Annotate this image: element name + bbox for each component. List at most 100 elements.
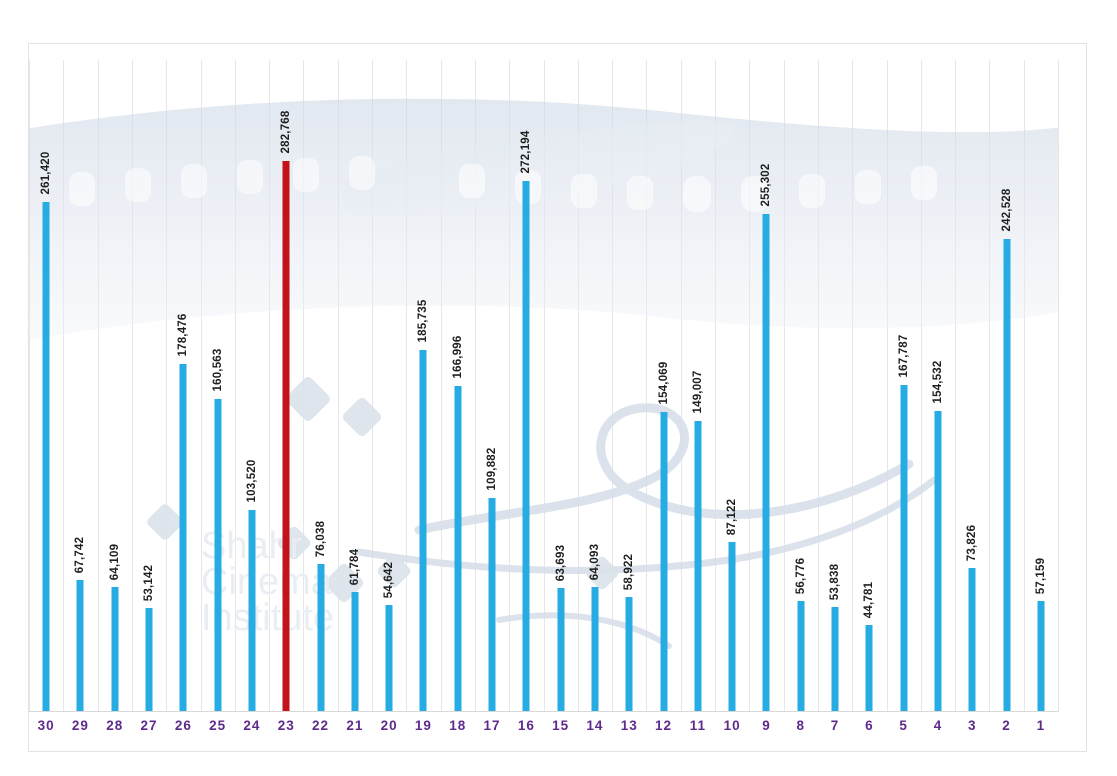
bar-value-label: 56,776	[794, 557, 807, 594]
bar-value-label: 64,109	[108, 543, 121, 580]
bar-slot[interactable]: 154,069	[646, 60, 680, 712]
bar-value-label: 76,038	[314, 520, 327, 557]
bar[interactable]	[900, 385, 908, 712]
bar-slot[interactable]: 167,787	[887, 60, 921, 712]
bar[interactable]	[111, 587, 119, 712]
bar-slot[interactable]: 53,838	[818, 60, 852, 712]
x-axis-tick-23: 23	[277, 718, 295, 733]
x-axis-tick-21: 21	[346, 718, 364, 733]
bar-value-label: 261,420	[40, 151, 53, 195]
x-axis-tick-13: 13	[620, 718, 638, 733]
bar[interactable]	[351, 592, 359, 712]
bar-slot[interactable]: 64,093	[578, 60, 612, 712]
bar-value-label: 166,996	[451, 335, 464, 379]
bar[interactable]	[694, 421, 702, 712]
bar-slot[interactable]: 73,826	[955, 60, 989, 712]
bar[interactable]	[1037, 601, 1045, 712]
bars-layer: 261,420 67,742 64,109 53,142 178,476 160,563 1…	[29, 60, 1058, 712]
x-axis-tick-30: 30	[37, 718, 55, 733]
x-axis-tick-12: 12	[655, 718, 673, 733]
bar-slot[interactable]: 103,520	[235, 60, 269, 712]
bar-slot[interactable]: 166,996	[441, 60, 475, 712]
bar[interactable]	[762, 214, 770, 712]
bar-slot[interactable]: 255,302	[749, 60, 783, 712]
bar-value-label: 167,787	[897, 334, 910, 378]
x-axis-tick-15: 15	[552, 718, 570, 733]
bar[interactable]	[968, 568, 976, 712]
x-axis-tick-4: 4	[933, 718, 943, 733]
bar[interactable]	[591, 587, 599, 712]
x-axis-tick-1: 1	[1036, 718, 1046, 733]
bar-slot[interactable]: 261,420	[29, 60, 63, 712]
bar-value-label: 54,642	[383, 561, 396, 598]
bar[interactable]	[42, 202, 50, 712]
bar-value-label: 255,302	[760, 163, 773, 207]
x-axis-tick-3: 3	[967, 718, 977, 733]
bar-value-label: 57,159	[1034, 557, 1047, 594]
bar-slot[interactable]: 64,109	[98, 60, 132, 712]
bar-slot[interactable]: 160,563	[201, 60, 235, 712]
bar-slot[interactable]: 76,038	[303, 60, 337, 712]
x-axis-tick-2: 2	[1002, 718, 1011, 733]
bar-slot[interactable]: 58,922	[612, 60, 646, 712]
bar[interactable]	[934, 411, 942, 712]
bar[interactable]	[488, 498, 496, 712]
x-axis-tick-5: 5	[899, 718, 908, 733]
bar-slot[interactable]: 54,642	[372, 60, 406, 712]
x-axis-tick-7: 7	[830, 718, 840, 733]
bar-slot[interactable]: 272,194	[509, 60, 543, 712]
bar-slot[interactable]: 57,159	[1024, 60, 1058, 712]
bar[interactable]	[728, 542, 736, 712]
bar-slot[interactable]: 67,742	[63, 60, 97, 712]
bar-value-label: 73,826	[966, 524, 979, 561]
bar[interactable]	[522, 181, 530, 712]
bar-slot[interactable]: 154,532	[921, 60, 955, 712]
bar[interactable]	[385, 605, 393, 712]
bar-value-label: 61,784	[348, 548, 361, 585]
bar[interactable]	[76, 580, 84, 712]
bar-slot[interactable]: 53,142	[132, 60, 166, 712]
bar-value-label: 160,563	[211, 348, 224, 392]
x-axis-tick-6: 6	[865, 718, 874, 733]
bar[interactable]	[1003, 239, 1011, 712]
bar-value-label: 149,007	[691, 370, 704, 414]
bar-value-label: 63,693	[554, 544, 567, 581]
bar[interactable]	[831, 607, 839, 712]
bar-slot[interactable]: 282,768	[269, 60, 303, 712]
bar[interactable]	[660, 412, 668, 712]
bar[interactable]	[179, 364, 187, 712]
x-axis-tick-27: 27	[140, 718, 158, 733]
bar-value-label: 282,768	[280, 110, 293, 154]
bar-slot[interactable]: 44,781	[852, 60, 886, 712]
bar-slot[interactable]: 178,476	[166, 60, 200, 712]
bar-slot[interactable]: 149,007	[681, 60, 715, 712]
x-axis-tick-28: 28	[106, 718, 124, 733]
bar-slot[interactable]: 56,776	[784, 60, 818, 712]
x-axis-tick-16: 16	[517, 718, 535, 733]
x-axis-tick-29: 29	[71, 718, 89, 733]
bar[interactable]	[145, 608, 153, 712]
bar-highlighted[interactable]	[282, 161, 290, 712]
bar[interactable]	[797, 601, 805, 712]
bar[interactable]	[317, 564, 325, 712]
bar[interactable]	[454, 386, 462, 712]
x-axis-tick-10: 10	[723, 718, 741, 733]
bar-value-label: 67,742	[74, 536, 87, 573]
bar-value-label: 87,122	[726, 498, 739, 535]
bar[interactable]	[557, 588, 565, 712]
bar-slot[interactable]: 61,784	[338, 60, 372, 712]
bar[interactable]	[625, 597, 633, 712]
bar-slot[interactable]: 242,528	[989, 60, 1023, 712]
x-axis-tick-17: 17	[483, 718, 501, 733]
bar[interactable]	[214, 399, 222, 712]
bar-slot[interactable]: 87,122	[715, 60, 749, 712]
bar[interactable]	[419, 350, 427, 712]
bar[interactable]	[248, 510, 256, 712]
bar-slot[interactable]: 109,882	[475, 60, 509, 712]
bar[interactable]	[865, 625, 873, 712]
bar-slot[interactable]: 63,693	[544, 60, 578, 712]
x-axis-tick-26: 26	[174, 718, 192, 733]
x-axis-tick-11: 11	[689, 718, 706, 733]
bar-value-label: 44,781	[863, 581, 876, 618]
bar-slot[interactable]: 185,735	[406, 60, 440, 712]
